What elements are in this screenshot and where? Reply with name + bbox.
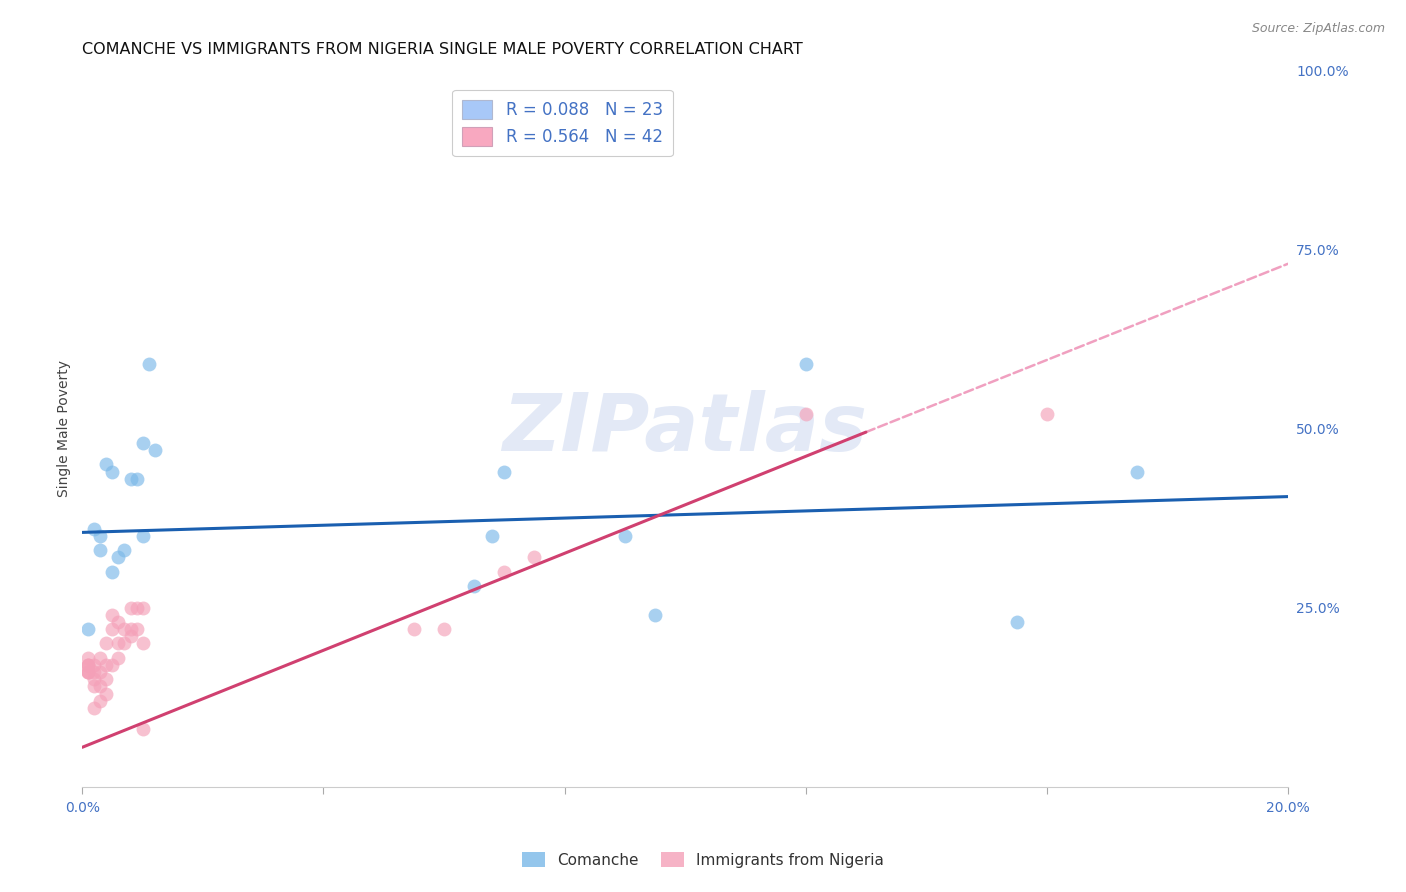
Point <box>463 579 485 593</box>
Point <box>120 622 142 636</box>
Point <box>83 657 105 672</box>
Point <box>83 665 105 679</box>
Point <box>89 529 111 543</box>
Point <box>89 694 111 708</box>
Point <box>83 680 105 694</box>
Point <box>96 657 118 672</box>
Point <box>114 543 136 558</box>
Point <box>83 701 105 715</box>
Point <box>131 636 153 650</box>
Point <box>77 665 100 679</box>
Point <box>89 680 111 694</box>
Point <box>523 550 546 565</box>
Point <box>143 443 166 458</box>
Point <box>101 607 124 622</box>
Point <box>77 622 100 636</box>
Point <box>494 565 516 579</box>
Point <box>481 529 503 543</box>
Point <box>114 622 136 636</box>
Point <box>120 600 142 615</box>
Point <box>138 357 160 371</box>
Point <box>96 687 118 701</box>
Point <box>77 665 100 679</box>
Point <box>794 357 817 371</box>
Point <box>120 629 142 643</box>
Text: ZIPatlas: ZIPatlas <box>502 390 868 467</box>
Point <box>131 529 153 543</box>
Point <box>433 622 456 636</box>
Point <box>644 607 666 622</box>
Point <box>120 472 142 486</box>
Point <box>83 672 105 686</box>
Point <box>107 615 129 629</box>
Point <box>107 636 129 650</box>
Point <box>125 472 148 486</box>
Point <box>402 622 425 636</box>
Point <box>131 600 153 615</box>
Point <box>89 650 111 665</box>
Legend: Comanche, Immigrants from Nigeria: Comanche, Immigrants from Nigeria <box>516 846 890 873</box>
Legend: R = 0.088   N = 23, R = 0.564   N = 42: R = 0.088 N = 23, R = 0.564 N = 42 <box>453 89 672 156</box>
Point <box>1005 615 1028 629</box>
Point <box>89 665 111 679</box>
Point <box>114 636 136 650</box>
Point <box>131 723 153 737</box>
Point <box>131 435 153 450</box>
Point <box>96 672 118 686</box>
Point <box>89 543 111 558</box>
Point <box>96 458 118 472</box>
Point <box>125 622 148 636</box>
Text: Source: ZipAtlas.com: Source: ZipAtlas.com <box>1251 22 1385 36</box>
Point <box>107 550 129 565</box>
Point <box>83 522 105 536</box>
Point <box>125 600 148 615</box>
Point <box>1126 465 1149 479</box>
Point <box>794 407 817 421</box>
Point <box>77 657 100 672</box>
Point <box>101 465 124 479</box>
Point <box>613 529 636 543</box>
Y-axis label: Single Male Poverty: Single Male Poverty <box>58 360 72 497</box>
Point <box>77 650 100 665</box>
Point <box>101 657 124 672</box>
Point <box>77 657 100 672</box>
Point <box>101 565 124 579</box>
Point <box>77 665 100 679</box>
Point <box>101 622 124 636</box>
Text: COMANCHE VS IMMIGRANTS FROM NIGERIA SINGLE MALE POVERTY CORRELATION CHART: COMANCHE VS IMMIGRANTS FROM NIGERIA SING… <box>83 42 803 57</box>
Point <box>1035 407 1057 421</box>
Point <box>494 465 516 479</box>
Point <box>107 650 129 665</box>
Point <box>96 636 118 650</box>
Point <box>77 657 100 672</box>
